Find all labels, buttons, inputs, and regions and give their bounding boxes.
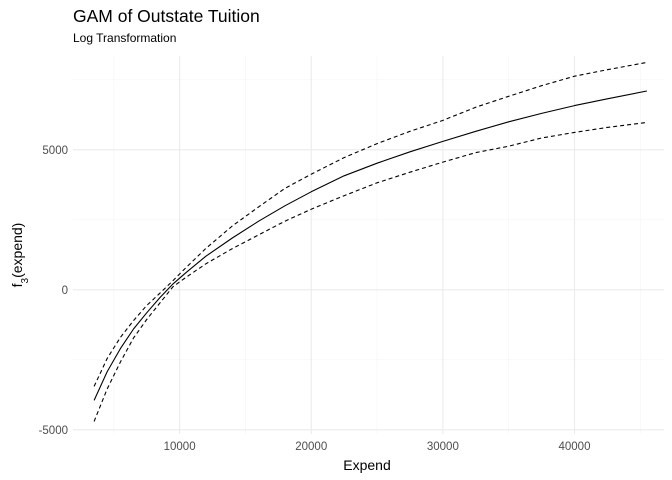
x-axis-title: Expend	[343, 457, 390, 473]
y-axis-title-base: f	[9, 283, 25, 287]
x-tick-label-0: 10000	[164, 441, 196, 453]
grid-layer	[73, 56, 664, 434]
y-axis-title: f3(expend)	[9, 223, 31, 288]
fit-line	[93, 90, 648, 401]
x-tick-label-3: 40000	[559, 441, 591, 453]
y-axis-title-subscript: 3	[20, 277, 31, 283]
chart-subtitle: Log Transformation	[73, 31, 176, 45]
y-tick-label-2: 5000	[42, 145, 68, 157]
chart-title: GAM of Outstate Tuition	[73, 6, 260, 26]
x-tick-label-2: 30000	[427, 441, 459, 453]
y-tick-label-0: -5000	[39, 425, 68, 437]
y-axis-title-suffix: (expend)	[9, 223, 25, 278]
lower-confidence-line	[93, 121, 647, 422]
tick-label-layer: 10000 20000 30000 40000 -5000 0 5000	[39, 145, 591, 453]
series-layer	[93, 61, 648, 422]
x-tick-label-1: 20000	[295, 441, 327, 453]
upper-confidence-line	[93, 61, 647, 387]
y-tick-label-1: 0	[62, 285, 68, 297]
